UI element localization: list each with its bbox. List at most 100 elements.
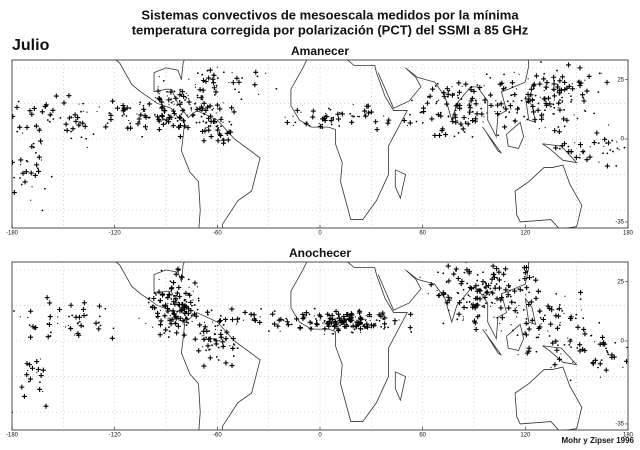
storm-marker	[483, 116, 485, 118]
storm-marker	[72, 112, 78, 118]
coastline	[394, 169, 407, 200]
storm-marker	[470, 86, 473, 88]
storm-marker	[368, 109, 374, 115]
storm-marker	[230, 317, 236, 323]
storm-marker	[436, 289, 438, 292]
storm-marker	[504, 280, 506, 283]
storm-marker	[166, 90, 168, 93]
storm-marker	[563, 125, 566, 128]
storm-marker	[499, 295, 505, 301]
storm-marker	[168, 326, 170, 329]
storm-marker	[98, 106, 100, 108]
storm-marker	[380, 325, 383, 328]
storm-marker	[533, 277, 539, 283]
storm-marker	[120, 102, 126, 108]
storm-marker	[603, 367, 609, 373]
storm-marker	[511, 86, 514, 88]
storm-marker	[374, 324, 377, 327]
storm-marker	[457, 300, 463, 306]
storm-marker	[526, 348, 532, 354]
storm-marker	[163, 327, 169, 333]
storm-marker	[228, 120, 231, 123]
storm-marker	[207, 313, 209, 316]
storm-marker	[398, 319, 400, 321]
storm-marker	[349, 318, 351, 320]
storm-marker	[82, 102, 84, 105]
storm-marker	[157, 86, 159, 88]
storm-marker	[200, 87, 206, 93]
storm-marker	[201, 335, 203, 337]
storm-marker	[158, 318, 164, 324]
storm-marker	[142, 104, 145, 107]
storm-marker	[555, 292, 558, 295]
storm-marker	[333, 321, 339, 327]
storm-marker	[577, 65, 583, 71]
storm-marker	[196, 94, 199, 97]
storm-marker	[447, 90, 450, 92]
storm-marker	[556, 344, 559, 347]
storm-marker	[462, 318, 465, 320]
storm-marker	[598, 161, 600, 163]
storm-marker	[171, 312, 174, 315]
storm-marker	[593, 112, 595, 115]
storm-marker	[385, 120, 391, 126]
storm-marker	[362, 108, 368, 114]
storm-marker	[253, 69, 259, 75]
storm-marker	[556, 91, 559, 93]
storm-marker	[259, 316, 261, 318]
storm-marker	[63, 129, 66, 132]
storm-marker	[553, 338, 559, 344]
storm-marker	[215, 84, 218, 87]
storm-marker	[203, 327, 206, 330]
storm-marker	[49, 319, 51, 321]
storm-marker	[173, 294, 176, 297]
storm-marker	[232, 343, 235, 346]
storm-marker	[583, 109, 586, 111]
storm-marker	[336, 328, 342, 334]
storm-marker	[165, 308, 167, 310]
storm-marker	[539, 116, 545, 122]
storm-marker	[81, 313, 87, 319]
storm-marker	[29, 111, 35, 117]
storm-marker	[171, 280, 177, 286]
storm-marker	[485, 329, 487, 331]
storm-marker	[498, 101, 504, 107]
storm-marker	[456, 119, 458, 121]
storm-marker	[356, 319, 358, 321]
storm-marker	[161, 116, 163, 119]
storm-marker	[444, 101, 450, 107]
storm-marker	[115, 105, 121, 111]
storm-marker	[25, 159, 28, 162]
storm-marker	[63, 121, 69, 127]
storm-marker	[145, 322, 147, 325]
storm-marker	[20, 170, 26, 176]
storm-marker	[123, 113, 126, 116]
storm-marker	[47, 300, 53, 306]
storm-marker	[192, 336, 198, 342]
storm-marker	[606, 152, 609, 155]
storm-marker	[200, 109, 203, 112]
storm-marker	[456, 89, 462, 95]
storm-marker	[527, 78, 529, 80]
storm-marker	[179, 307, 185, 313]
storm-marker	[28, 170, 34, 176]
storm-marker	[190, 108, 192, 110]
storm-marker	[349, 112, 352, 115]
storm-marker	[205, 349, 207, 352]
storm-marker	[220, 339, 226, 345]
storm-marker	[216, 129, 218, 131]
storm-marker	[622, 366, 624, 368]
storm-marker	[129, 122, 132, 125]
storm-marker	[609, 149, 612, 151]
storm-marker	[536, 325, 542, 331]
storm-marker	[337, 318, 343, 324]
storm-marker	[301, 314, 307, 320]
storm-marker	[322, 322, 324, 324]
storm-marker	[220, 329, 223, 332]
storm-marker	[563, 312, 565, 315]
storm-marker	[76, 332, 82, 338]
storm-marker	[598, 321, 601, 324]
storm-marker	[193, 103, 196, 105]
storm-marker	[203, 113, 206, 116]
storm-marker	[228, 129, 234, 135]
